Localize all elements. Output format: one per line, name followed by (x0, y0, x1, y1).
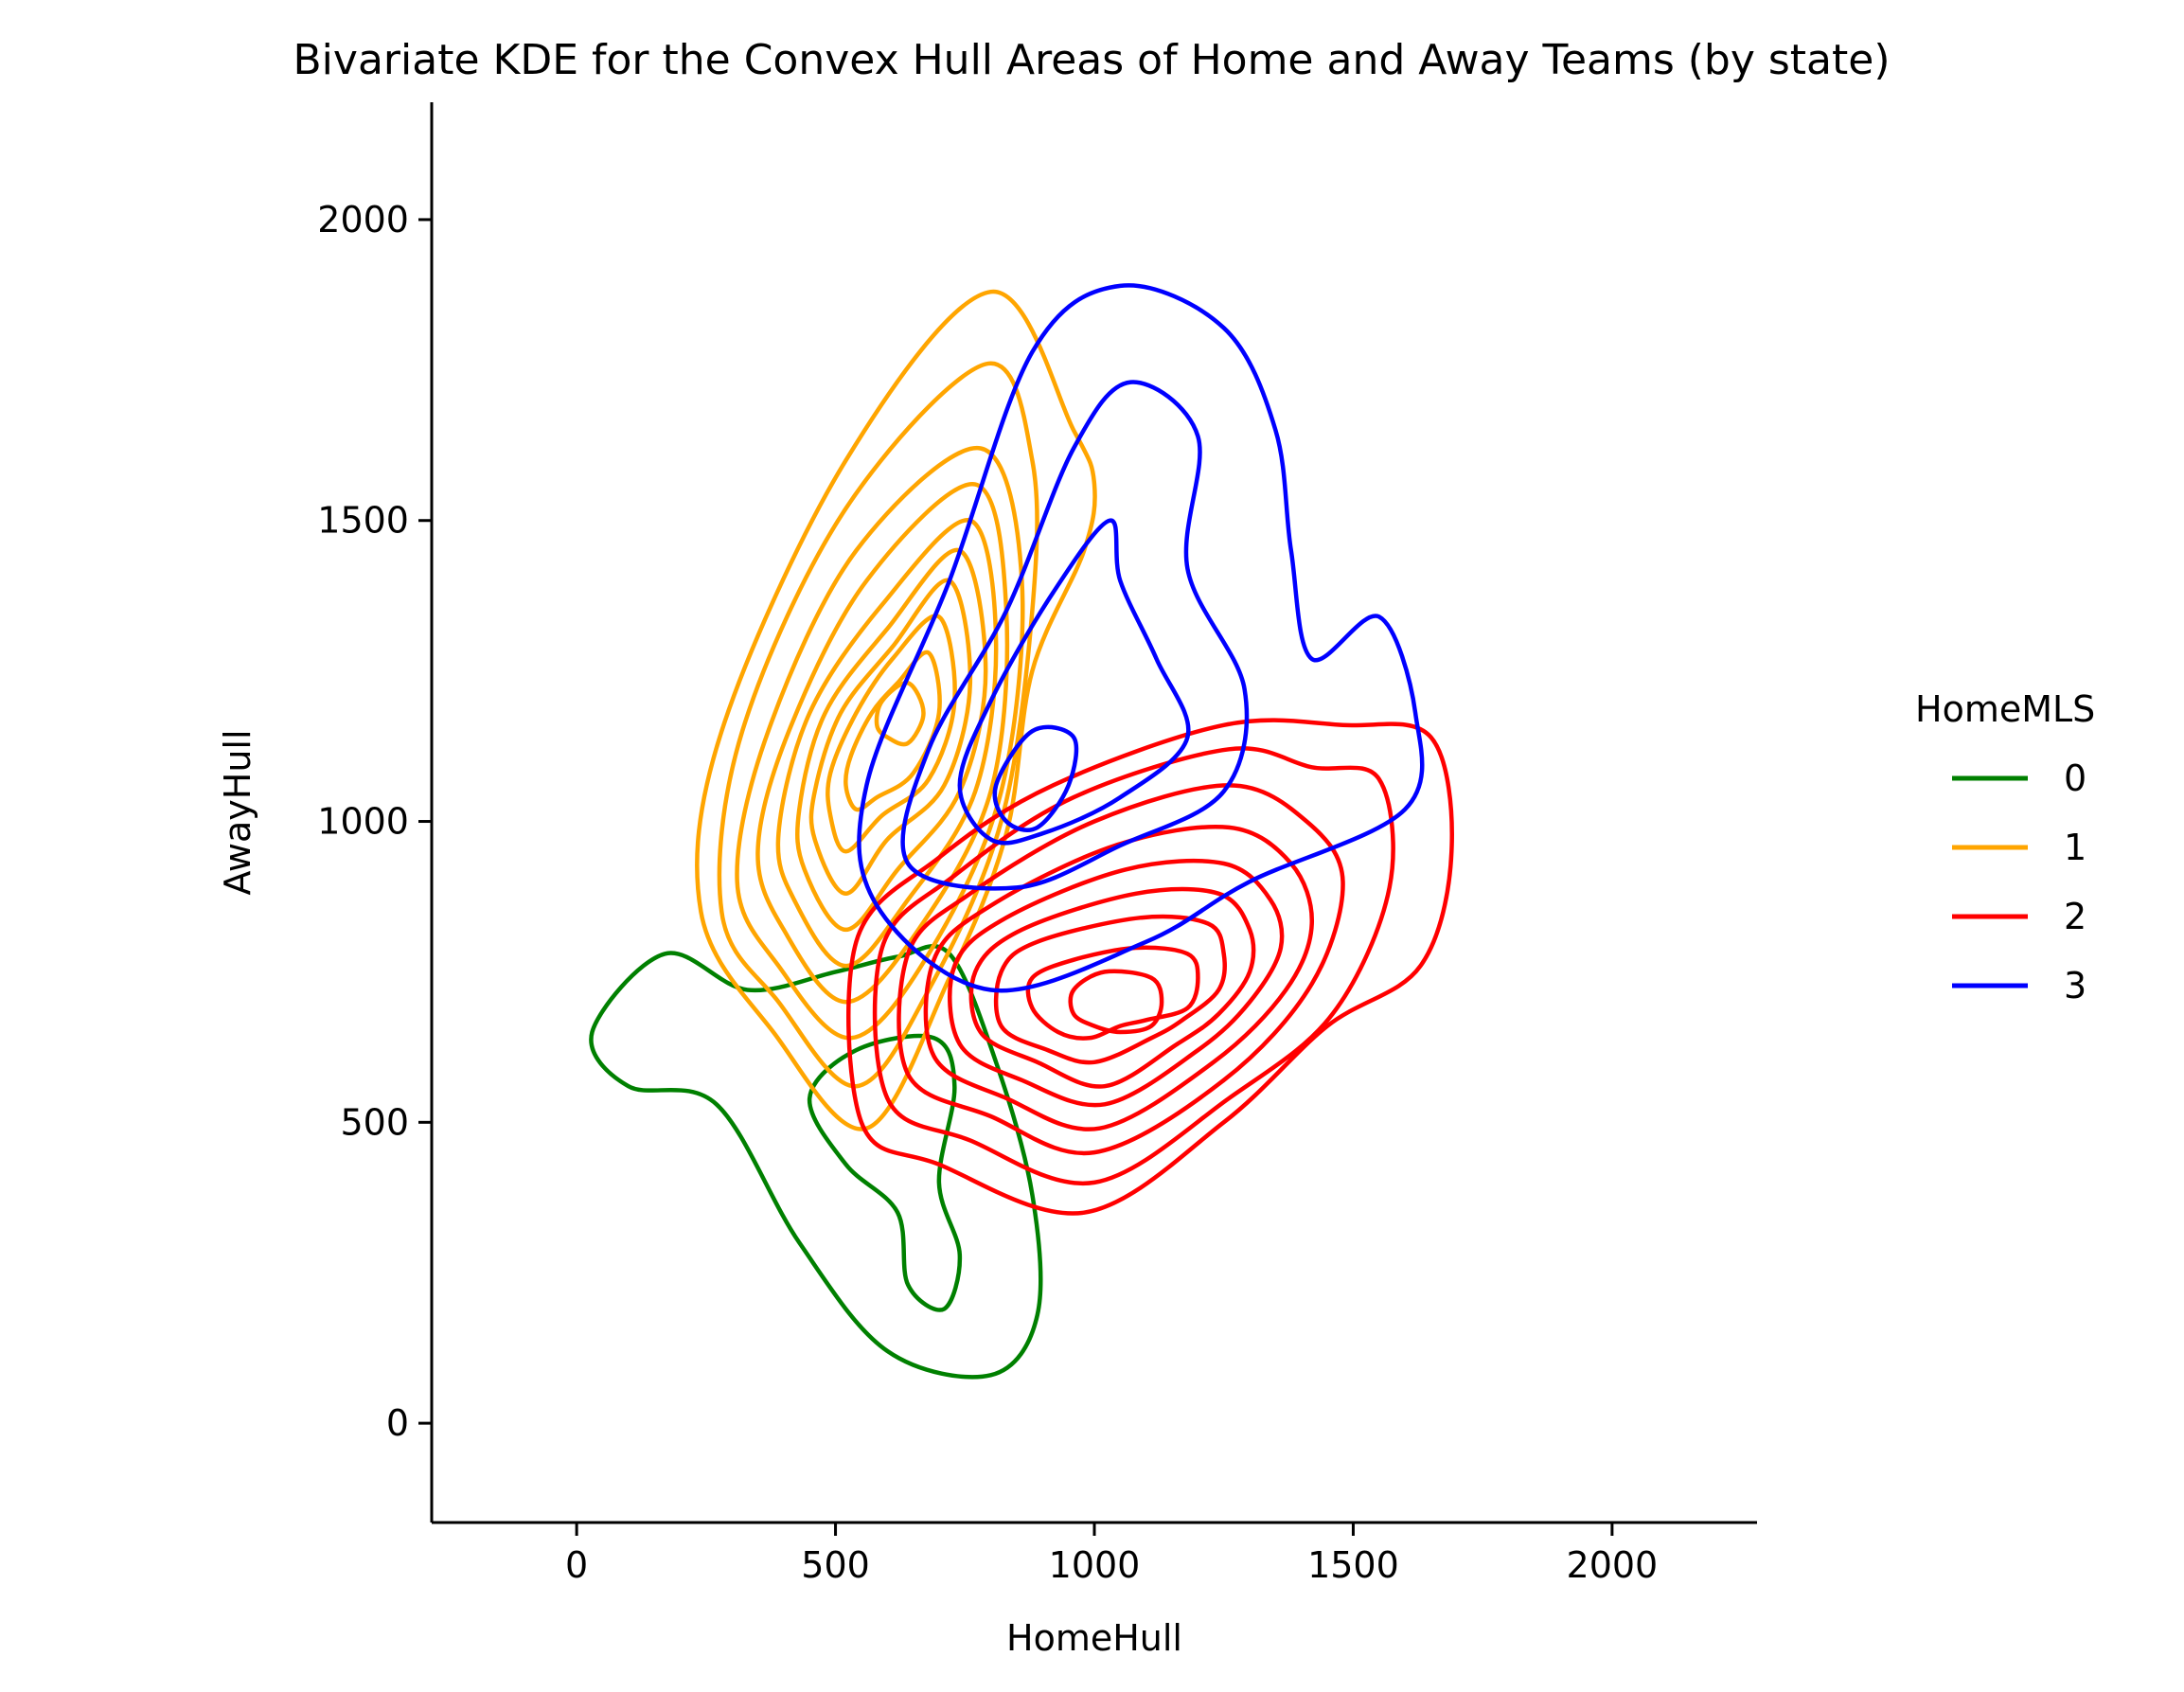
legend-item-0: 0 (1952, 757, 2086, 799)
contour-series-2-level-7 (996, 917, 1225, 1062)
legend: HomeMLS 0 1 2 3 (1915, 688, 2095, 1006)
series-1-contours (697, 292, 1094, 1130)
contour-series-3-level-2 (903, 382, 1247, 888)
y-tick-label: 0 (386, 1402, 409, 1444)
legend-label: 0 (2064, 757, 2086, 799)
legend-item-1: 1 (1952, 827, 2086, 868)
y-ticks: 0 500 1000 1500 2000 (317, 199, 432, 1444)
contour-layer (591, 285, 1451, 1377)
y-tick-label: 1500 (317, 500, 409, 542)
contour-series-0-level-2 (809, 1036, 960, 1309)
legend-label: 1 (2064, 827, 2086, 868)
legend-item-3: 3 (1952, 965, 2086, 1006)
legend-title: HomeMLS (1915, 688, 2095, 730)
legend-item-2: 2 (1952, 896, 2086, 937)
legend-label: 2 (2064, 896, 2086, 937)
x-tick-label: 1000 (1049, 1544, 1141, 1586)
x-tick-label: 1500 (1307, 1544, 1399, 1586)
y-axis-label: AwayHull (217, 729, 258, 895)
legend-label: 3 (2064, 965, 2086, 1006)
legend-items: 0 1 2 3 (1952, 757, 2086, 1006)
contour-series-2-level-9 (1071, 971, 1162, 1032)
x-tick-label: 500 (801, 1544, 870, 1586)
x-ticks: 0 500 1000 1500 2000 (565, 1523, 1658, 1586)
x-tick-label: 2000 (1567, 1544, 1659, 1586)
chart-title: Bivariate KDE for the Convex Hull Areas … (293, 36, 1891, 84)
x-axis-label: HomeHull (1006, 1617, 1182, 1659)
x-tick-label: 0 (565, 1544, 588, 1586)
y-tick-label: 1000 (317, 801, 409, 843)
y-tick-label: 500 (340, 1101, 409, 1143)
y-tick-label: 2000 (317, 199, 409, 240)
